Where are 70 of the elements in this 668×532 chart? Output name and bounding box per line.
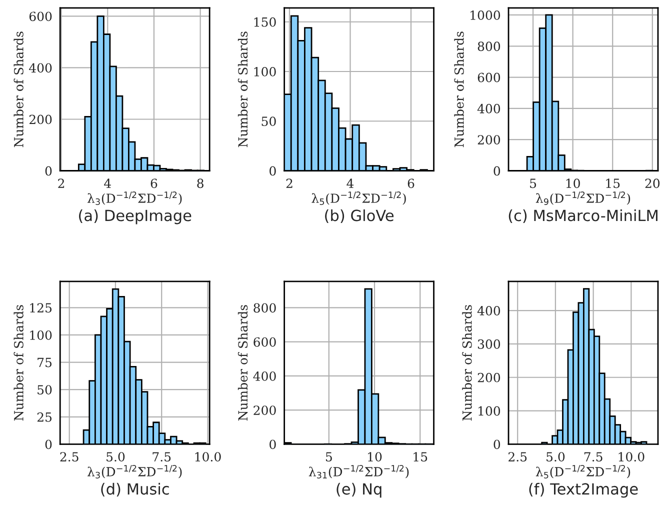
x-axis-title: λ$_{9}$(D$^{−1/2}$ΣD$^{−1/2}$) bbox=[536, 192, 630, 205]
text: (a) DeepImage bbox=[79, 209, 192, 224]
y-tick-label: 400 bbox=[253, 371, 276, 381]
y-tick-label: 0 bbox=[270, 440, 276, 450]
y-tick-label: 800 bbox=[254, 303, 276, 313]
x-tick-label: 4 bbox=[104, 178, 111, 188]
x-tick-label: 10.0 bbox=[195, 452, 221, 462]
text: (b) GloVe bbox=[325, 209, 394, 224]
y-tick-label: 75 bbox=[38, 358, 52, 368]
text: (c) MsMarco-MiniLM bbox=[508, 209, 658, 224]
y-axis-title: Number of Shards bbox=[14, 305, 24, 421]
x-tick-label: 5 bbox=[326, 452, 332, 462]
y-tick-label: 25 bbox=[37, 412, 52, 422]
x-tick-label: 10 bbox=[566, 178, 580, 188]
y-tick-label: 0 bbox=[45, 166, 52, 176]
y-tick-label: 50 bbox=[262, 116, 276, 126]
x-tick-label: 2 bbox=[58, 178, 64, 188]
x-tick-label: 5.0 bbox=[546, 452, 565, 462]
x-tick-label: 5 bbox=[530, 178, 536, 188]
x-tick-label: 6 bbox=[408, 178, 414, 188]
y-tick-label: 200 bbox=[478, 135, 500, 145]
y-tick-label: 600 bbox=[254, 337, 276, 347]
y-tick-label: 300 bbox=[478, 339, 500, 349]
y-tick-label: 125 bbox=[30, 303, 52, 313]
y-axis-title: Number of Shards bbox=[238, 32, 248, 148]
y-tick-label: 400 bbox=[29, 63, 52, 73]
x-tick-label: 4 bbox=[346, 178, 354, 188]
y-tick-label: 200 bbox=[478, 372, 500, 382]
x-tick-label: 15 bbox=[414, 452, 428, 462]
x-tick-label: 8 bbox=[197, 178, 204, 188]
x-axis-title: λ$_{3}$(D$^{−1/2}$ΣD$^{−1/2}$) bbox=[87, 192, 182, 205]
y-axis-title: Number of Shards bbox=[14, 32, 24, 148]
y-tick-label: 100 bbox=[30, 330, 52, 340]
x-axis-title: λ$_{5}$(D$^{−1/2}$ΣD$^{−1/2}$) bbox=[312, 192, 406, 205]
x-tick-label: 7.5 bbox=[152, 452, 171, 462]
x-axis-title: λ$_{31}$(D$^{−1/2}$ΣD$^{−1/2}$) bbox=[308, 464, 409, 478]
x-tick-label: 15 bbox=[606, 178, 620, 188]
y-tick-label: 0 bbox=[494, 440, 500, 450]
y-tick-label: 200 bbox=[29, 114, 52, 124]
y-axis-title: Number of Shards bbox=[238, 305, 248, 421]
y-tick-label: 800 bbox=[478, 42, 500, 52]
x-axis-title: λ$_{5}$(D$^{−1/2}$ΣD$^{−1/2}$) bbox=[536, 464, 630, 478]
text: (f) Text2Image bbox=[529, 482, 638, 498]
x-tick-label: 6 bbox=[150, 178, 158, 188]
y-tick-label: 0 bbox=[494, 166, 500, 176]
x-tick-label: 5.0 bbox=[106, 452, 125, 462]
y-tick-label: 100 bbox=[478, 406, 500, 416]
x-tick-label: 2.5 bbox=[60, 452, 78, 462]
y-tick-label: 0 bbox=[45, 440, 52, 450]
y-axis-title: Number of Shards bbox=[462, 305, 472, 421]
y-tick-label: 600 bbox=[478, 72, 500, 82]
x-axis-title: λ$_{3}$(D$^{−1/2}$ΣD$^{−1/2}$) bbox=[87, 464, 182, 478]
y-tick-label: 0 bbox=[270, 166, 276, 176]
text: (d) Music bbox=[101, 482, 169, 496]
x-tick-label: 20 bbox=[645, 178, 660, 188]
x-tick-label: 2.5 bbox=[508, 452, 527, 462]
y-tick-label: 200 bbox=[254, 406, 276, 416]
y-axis-title: Number of Shards bbox=[454, 32, 464, 148]
x-tick-label: 2 bbox=[286, 178, 292, 188]
y-tick-label: 150 bbox=[254, 17, 276, 27]
x-tick-label: 7.5 bbox=[584, 452, 602, 462]
y-tick-label: 600 bbox=[29, 12, 52, 22]
y-tick-label: 400 bbox=[477, 306, 500, 316]
y-tick-label: 100 bbox=[254, 66, 276, 76]
text: (e) Nq bbox=[336, 482, 382, 498]
y-tick-label: 1000 bbox=[470, 10, 500, 20]
x-tick-label: 10 bbox=[368, 452, 382, 462]
y-tick-label: 400 bbox=[477, 104, 500, 114]
x-tick-label: 10.0 bbox=[618, 452, 644, 462]
y-tick-label: 50 bbox=[38, 385, 52, 395]
